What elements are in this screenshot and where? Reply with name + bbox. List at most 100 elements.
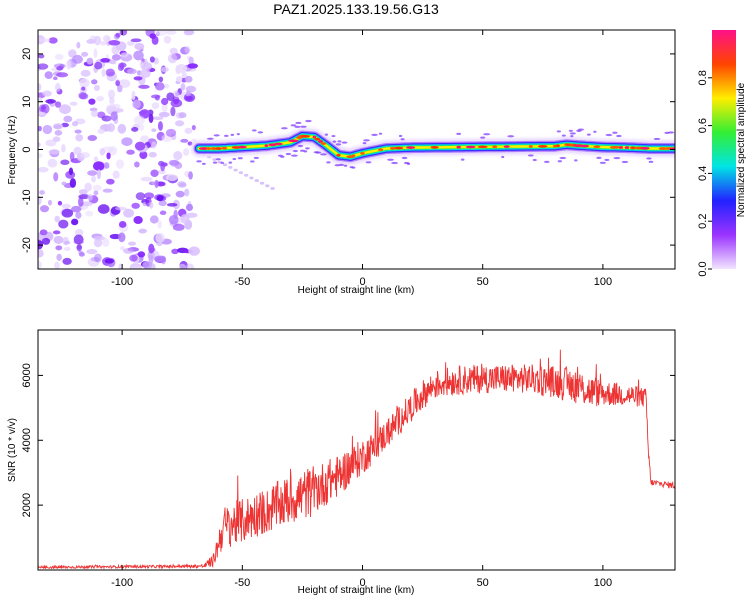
spectrogram-noise-blob xyxy=(155,30,168,36)
spectrogram-ridge-speckle xyxy=(480,136,486,139)
spectrogram-noise-blob xyxy=(173,151,183,161)
spectrogram-ridge-speckle xyxy=(557,160,562,163)
spectrogram-ridge-peak xyxy=(351,154,356,158)
spectrogram-noise-blob xyxy=(48,149,60,155)
spectrogram-ridge-speckle xyxy=(315,151,322,154)
spectrogram-ridge-speckle xyxy=(646,157,652,160)
spectrogram-noise-blob xyxy=(73,146,82,155)
spectrogram-noise-blob xyxy=(38,249,44,258)
spectrogram-ridge-peak xyxy=(465,145,476,149)
spectrogram-noise-blob xyxy=(160,67,169,73)
snr-x-tick-label: 100 xyxy=(594,577,612,589)
spectrogram-noise-blob xyxy=(69,151,75,162)
spectrogram-x-tick-label: -50 xyxy=(234,276,250,288)
spectrogram-noise-blob xyxy=(129,254,138,262)
spectrogram-noise-blob xyxy=(93,238,103,248)
spectrogram-ridge-peak xyxy=(477,145,488,149)
spectrogram-ridge-peak xyxy=(198,147,209,150)
spectrogram-noise-blob xyxy=(185,203,194,212)
spectrogram-tail-blob xyxy=(233,168,238,172)
spectrogram-ridge-speckle xyxy=(593,130,597,133)
spectrogram-noise-blob xyxy=(138,228,148,234)
spectrogram-ridge-peak xyxy=(237,145,247,149)
spectrogram-noise-blob xyxy=(170,106,176,117)
spectrogram-noise-blob xyxy=(114,206,127,211)
spectrogram-ridge-speckle xyxy=(295,121,302,125)
spectrogram-ridge-speckle xyxy=(232,157,237,161)
spectrogram-noise-blob xyxy=(61,203,71,209)
spectrogram-noise-blob xyxy=(76,243,82,252)
spectrogram-noise-blob xyxy=(148,113,154,123)
spectrogram-noise-blob xyxy=(96,96,105,102)
spectrogram-ridge-peak xyxy=(528,145,533,148)
spectrogram-noise-blob xyxy=(180,83,186,91)
spectrogram-tail-blob xyxy=(254,179,259,182)
spectrogram-noise-blob xyxy=(139,61,144,68)
spectrogram-noise-blob xyxy=(133,76,143,81)
spectrogram-noise-blob xyxy=(134,42,145,50)
spectrogram-noise-blob xyxy=(90,110,99,117)
spectrogram-ridge-speckle xyxy=(460,158,465,161)
spectrogram-ridge-speckle xyxy=(667,131,675,134)
spectrogram-y-tick-label: -20 xyxy=(21,237,33,253)
spectrogram-ridge-speckle xyxy=(290,124,297,127)
spectrogram-ridge-peak xyxy=(210,147,217,150)
spectrogram-noise-blob xyxy=(131,202,140,209)
spectrogram-ridge-speckle xyxy=(599,161,607,164)
spectrogram-noise-blob xyxy=(174,91,180,97)
spectrogram-noise-blob xyxy=(158,76,164,83)
spectrogram-noise-blob xyxy=(183,148,190,157)
spectrogram-ridge-peak xyxy=(214,147,222,150)
spectrogram-noise-blob xyxy=(158,200,167,207)
spectrogram-ridge-speckle xyxy=(212,161,218,164)
spectrogram-ridge-speckle xyxy=(292,149,299,153)
spectrogram-noise-blob xyxy=(126,40,135,46)
snr-panel: -100 -50 0 50 100 2000 4000 6000 Height of str… xyxy=(7,329,676,596)
spectrogram-ridge-speckle xyxy=(507,135,515,138)
spectrogram-noise-blob xyxy=(85,210,94,217)
spectrogram-noise-blob xyxy=(47,158,58,168)
spectrogram-ridge-speckle xyxy=(483,133,491,136)
spectrogram-noise-blob xyxy=(140,135,150,143)
spectrogram-noise-blob xyxy=(177,181,187,187)
spectrogram-noise-blob xyxy=(97,204,110,214)
spectrogram-noise-blob xyxy=(131,127,139,132)
spectrogram-noise-blob xyxy=(57,200,63,206)
spectrogram-tail-blob xyxy=(243,173,249,177)
spectrogram-noise-blob xyxy=(38,53,45,59)
spectrogram-noise-blob xyxy=(149,56,155,63)
spectrogram-ridge-speckle xyxy=(257,131,264,134)
spectrogram-noise-blob xyxy=(87,134,98,142)
spectrogram-noise-blob xyxy=(149,215,159,224)
spectrogram-ridge-speckle xyxy=(586,133,591,136)
spectrogram-ridge-speckle xyxy=(544,160,550,163)
spectrogram-noise-blob xyxy=(54,130,63,136)
spectrogram-noise-blob xyxy=(106,116,112,121)
spectrogram-noise-blob xyxy=(164,83,169,89)
spectrogram-noise-blob xyxy=(134,141,146,151)
spectrogram-noise-blob xyxy=(42,90,52,97)
spectrogram-noise-blob xyxy=(166,202,178,207)
spectrogram-ridge-speckle xyxy=(331,134,336,138)
spectrogram-noise-blob xyxy=(81,51,89,57)
spectrogram-ridge-speckle xyxy=(568,129,573,132)
spectrogram-noise-blob xyxy=(188,171,193,180)
spectrogram-noise-blob xyxy=(97,111,106,119)
spectrogram-ridge-speckle xyxy=(613,156,621,160)
spectrogram-noise-blob xyxy=(56,72,69,78)
spectrogram-ridge-speckle xyxy=(305,119,312,123)
spectrogram-noise-blob xyxy=(78,189,88,195)
spectrogram-ridge-peak xyxy=(320,142,327,145)
spectrogram-noise-blob xyxy=(134,161,140,168)
spectrogram-noise-blob xyxy=(158,121,164,132)
spectrogram-noise-blob xyxy=(74,129,82,134)
spectrogram-noise-blob xyxy=(86,38,96,45)
spectrogram-ridge-speckle xyxy=(236,133,240,136)
spectrogram-noise-blob xyxy=(187,141,193,146)
spectrogram-noise-blob xyxy=(154,255,166,263)
spectrogram-x-axis-label: Height of straight line (km) xyxy=(298,285,415,296)
spectrogram-noise-blob xyxy=(81,86,86,91)
spectrogram-noise-blob xyxy=(75,211,82,219)
spectrogram-noise-blob xyxy=(158,111,170,118)
spectrogram-ridge-speckle xyxy=(365,161,372,164)
